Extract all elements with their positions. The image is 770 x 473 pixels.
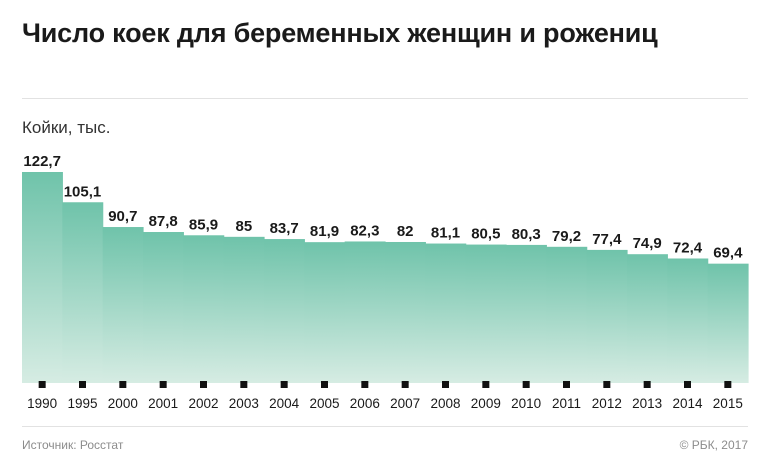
x-tick-label: 2000 [108,396,138,411]
area-step [546,246,588,383]
x-tick [442,381,449,388]
unit-label: Койки, тыс. [22,118,111,137]
chart-title: Число коек для беременных женщин и рожен… [22,18,658,48]
area-step [264,239,305,383]
value-label: 87,8 [149,213,178,230]
area-step [344,241,386,383]
area-step [667,258,709,383]
area-step [143,232,184,383]
x-tick [119,381,127,388]
x-tick-label: 2009 [471,396,501,411]
x-tick-label: 2003 [229,396,259,411]
value-label: 72,4 [673,239,703,256]
value-label: 69,4 [713,245,743,262]
value-label: 105,1 [64,183,102,200]
x-tick [724,381,732,388]
x-tick-label: 2010 [511,396,541,411]
area-step [627,254,668,383]
x-tick [200,381,207,388]
value-label: 81,1 [431,225,460,242]
x-tick-label: 2007 [390,396,420,411]
x-tick [361,381,369,388]
area-step [465,244,507,383]
copyright-note: © РБК, 2017 [679,438,748,452]
x-tick-label: 2005 [309,396,339,411]
x-tick-label: 1990 [27,396,57,411]
bottom-divider [22,426,748,427]
value-label: 79,2 [552,228,581,245]
area-step [22,172,63,383]
x-tick-label: 2006 [350,396,380,411]
x-tick-label: 2015 [713,396,743,411]
x-tick [38,381,46,388]
x-tick [240,381,248,388]
top-divider [22,98,748,99]
x-tick [321,381,328,388]
x-tick [79,381,86,388]
x-tick [603,381,611,388]
source-note: Источник: Росстат [22,438,124,452]
value-label: 74,9 [633,235,662,252]
area-step [707,263,749,383]
area-step [62,202,104,383]
x-tick [563,381,570,388]
value-label: 77,4 [592,231,622,248]
x-tick-label: 1995 [67,396,97,411]
x-tick [522,381,530,388]
value-label: 90,7 [108,208,137,225]
x-tick-label: 2013 [632,396,662,411]
value-label: 85,9 [189,216,218,233]
area-step [304,242,346,383]
area-step [223,236,265,383]
value-label: 81,9 [310,223,339,240]
area-step [385,241,426,383]
x-tick-label: 2011 [552,396,581,411]
x-tick [401,381,409,388]
x-tick-label: 2012 [592,396,622,411]
area-step [425,243,467,383]
value-label: 82,3 [350,222,379,239]
x-tick-label: 2008 [430,396,460,411]
x-tick [482,381,490,388]
x-tick [159,381,167,388]
x-tick-label: 2014 [672,396,703,411]
value-label: 82 [397,223,414,240]
value-label: 80,5 [471,226,500,243]
x-tick [280,381,288,388]
x-tick-label: 2001 [148,396,178,411]
x-tick-label: 2002 [188,396,218,411]
x-tick [684,381,691,388]
value-label: 85 [235,218,252,235]
x-tick-label: 2004 [269,396,300,411]
value-label: 83,7 [270,220,299,237]
value-label: 122,7 [23,153,61,170]
area-step [506,244,547,383]
area-step [102,227,144,383]
value-label: 80,3 [512,226,541,243]
x-tick [643,381,651,388]
area-step [586,249,628,383]
area-step [183,235,225,383]
